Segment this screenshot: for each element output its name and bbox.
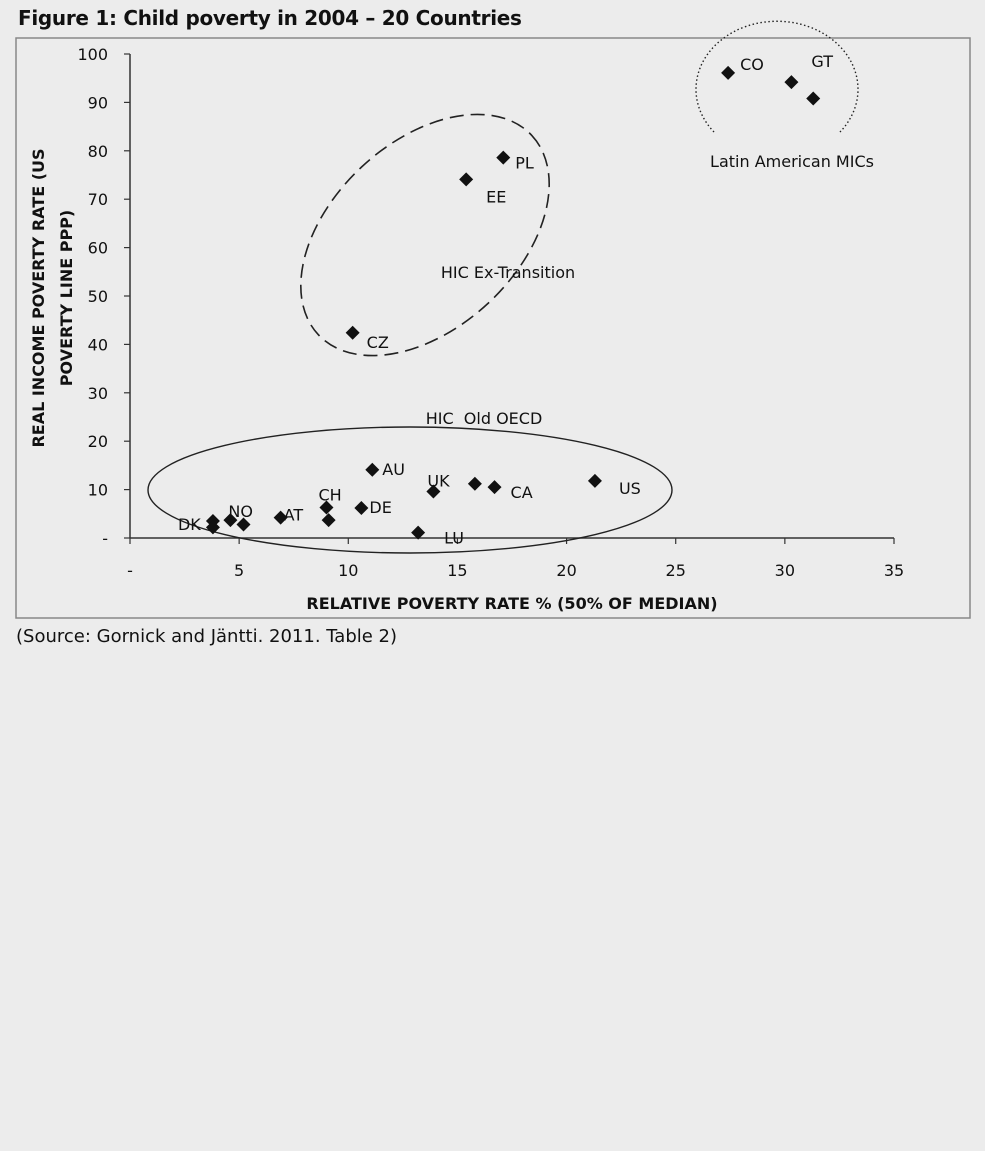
point-label: AU [382, 460, 405, 479]
data-points [205, 65, 821, 540]
x-tick-label: 30 [775, 561, 795, 580]
y-axis-title-line1: REAL INCOME POVERTY RATE (US [29, 148, 48, 447]
point-label: CA [511, 483, 533, 502]
x-tick-label: 15 [447, 561, 467, 580]
data-point-marker [426, 484, 441, 499]
data-point-marker [365, 462, 380, 477]
data-point-marker [806, 91, 821, 106]
y-tick-label: 10 [88, 481, 108, 500]
point-label: PL [515, 154, 534, 173]
scatter-chart: - 10 20 30 40 50 60 70 80 90 100 - 5 10 15 20 25 30 35 Lat… [15, 20, 971, 619]
group-label-old-oecd: HIC Old OECD [426, 409, 543, 428]
point-label: DE [369, 498, 391, 517]
data-point-marker [223, 513, 238, 528]
x-tick-label: 20 [556, 561, 576, 580]
point-label: GT [811, 52, 833, 71]
data-point-marker [487, 480, 502, 495]
point-labels: CO GT PL EE CZ AU US CA UK CH DE AT NO DK LU [178, 52, 833, 548]
data-point-marker [319, 500, 334, 515]
point-label: UK [427, 472, 450, 491]
data-point-marker [459, 172, 474, 187]
point-label: CO [740, 55, 764, 74]
chart-frame [15, 37, 971, 619]
y-tick-label: 40 [88, 335, 108, 354]
data-point-marker [411, 525, 426, 540]
x-tick-label: 10 [338, 561, 358, 580]
x-tick-label: 25 [666, 561, 686, 580]
point-label: AT [284, 506, 304, 525]
x-axis-title: RELATIVE POVERTY RATE % (50% OF MEDIAN) [306, 594, 717, 613]
data-point-marker [467, 476, 482, 491]
data-point-marker [205, 520, 220, 535]
data-point-marker [784, 75, 799, 90]
group-label-latin-american: Latin American MICs [710, 152, 874, 171]
y-tick-label: 70 [88, 190, 108, 209]
y-tick-label: - [102, 529, 108, 548]
point-label: US [619, 479, 641, 498]
data-point-marker [345, 325, 360, 340]
figure-title: Figure 1: Child poverty in 2004 – 20 Cou… [18, 6, 522, 30]
group-outline-old-oecd [147, 426, 673, 554]
y-tick-label: 60 [88, 239, 108, 258]
y-tick-label: 90 [88, 93, 108, 112]
point-label: CZ [367, 333, 389, 352]
group-outline-ex-transition [300, 113, 550, 357]
x-tick-label: - [127, 561, 133, 580]
y-tick-label: 30 [88, 384, 108, 403]
axes: - 10 20 30 40 50 60 70 80 90 100 - 5 10 15 20 25 30 35 [77, 45, 904, 580]
data-point-marker [496, 150, 511, 165]
data-point-marker [354, 500, 369, 515]
point-label: LU [444, 529, 464, 548]
data-point-marker [721, 65, 736, 80]
data-point-marker [236, 517, 251, 532]
y-tick-label: 50 [88, 287, 108, 306]
x-tick-label: 5 [234, 561, 244, 580]
y-tick-label: 100 [77, 45, 108, 64]
point-label: EE [486, 187, 506, 206]
x-tick-label: 35 [884, 561, 904, 580]
group-outline-latin-american [695, 20, 859, 133]
y-axis-title-line2: POVERTY LINE PPP) [57, 210, 76, 386]
data-point-marker [321, 513, 336, 528]
data-point-marker [587, 473, 602, 488]
data-point-marker [273, 510, 288, 525]
y-tick-label: 20 [88, 432, 108, 451]
y-axis-title: REAL INCOME POVERTY RATE (US POVERTY LIN… [29, 148, 76, 447]
y-tick-label: 80 [88, 142, 108, 161]
group-label-ex-transition: HIC Ex-Transition [441, 263, 575, 282]
point-label: NO [228, 502, 253, 521]
point-label: CH [318, 486, 341, 505]
source-note: (Source: Gornick and Jäntti. 2011. Table… [16, 626, 398, 647]
point-label: DK [178, 515, 201, 534]
group-outlines: Latin American MICs HIC Ex-Transition HIC … [147, 20, 874, 554]
